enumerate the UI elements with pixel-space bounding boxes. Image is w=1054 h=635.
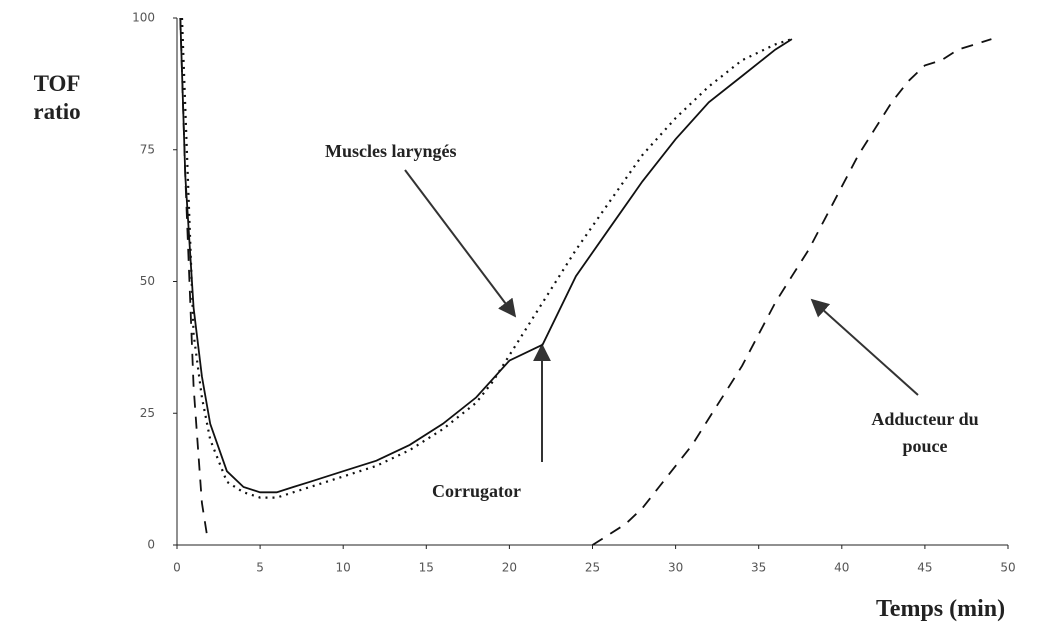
y-axis-label: TOF ratio [33,71,81,124]
arrow [404,169,517,318]
x-tick-label: 20 [502,561,517,575]
x-tick-label: 5 [256,561,264,575]
x-tick-label: 50 [1000,561,1015,575]
y-tick-label: 50 [140,274,155,288]
x-tick-label: 40 [834,561,849,575]
line [179,17,992,546]
annotation: Corrugator [432,481,521,501]
y-tick-label: 100 [132,11,155,25]
y-tick-label: 25 [140,406,155,420]
annotation: Adducteur du pouce [871,409,979,456]
line [179,17,793,494]
x-tick-label: 30 [668,561,683,575]
x-tick-label: 25 [585,561,600,575]
arrow [810,298,919,396]
x-tick-label: 0 [173,561,181,575]
line [180,17,793,499]
x-axis-label: Temps (min) [876,596,1006,622]
x-tick-label: 35 [751,561,766,575]
annotation: Muscles laryngés [325,141,457,161]
y-tick-label: 0 [147,538,155,552]
y-tick-label: 75 [140,142,155,156]
x-tick-label: 45 [917,561,932,575]
x-tick-label: 10 [336,561,351,575]
x-tick-label: 15 [419,561,434,575]
